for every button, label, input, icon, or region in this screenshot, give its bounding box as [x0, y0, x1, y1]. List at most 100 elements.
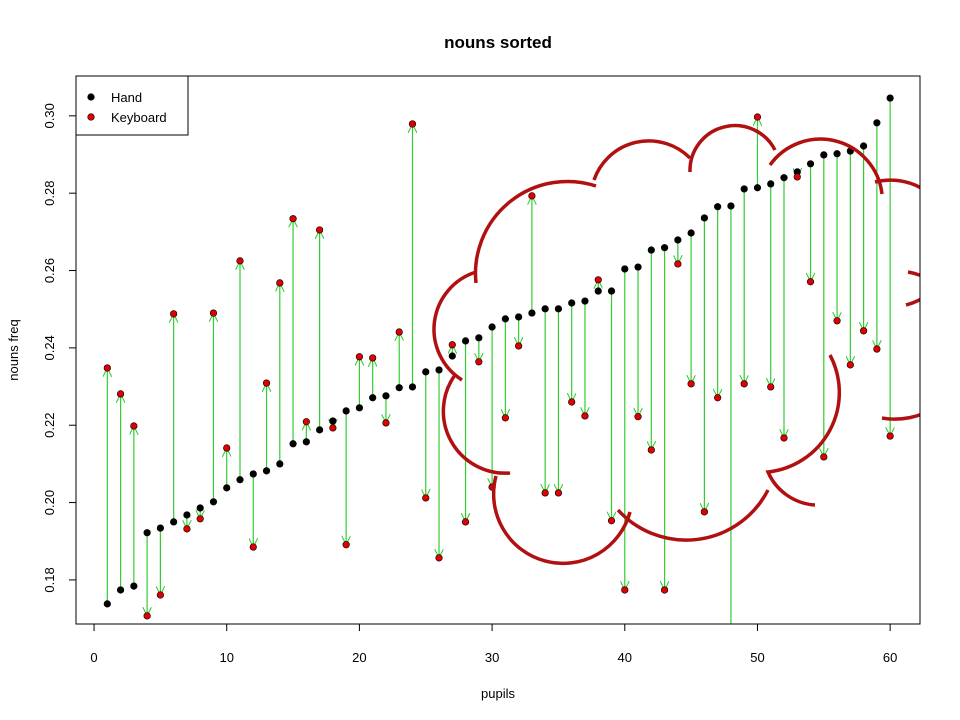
point — [820, 453, 828, 461]
legend: Hand Keyboard — [75, 75, 189, 136]
point — [568, 299, 576, 307]
point — [289, 215, 297, 223]
point — [223, 444, 231, 452]
y-tick-label: 0.20 — [42, 490, 57, 515]
point — [634, 263, 642, 271]
point — [714, 203, 722, 211]
legend-label: Keyboard — [111, 110, 167, 125]
point — [621, 586, 629, 594]
point — [528, 309, 536, 317]
point — [660, 244, 669, 252]
point — [886, 432, 894, 440]
point — [528, 192, 536, 200]
point — [634, 413, 642, 421]
point — [262, 467, 271, 475]
point — [461, 518, 470, 526]
point — [780, 174, 788, 182]
point — [369, 394, 377, 402]
point — [276, 460, 284, 468]
cloud-drawing — [432, 123, 920, 566]
x-axis-label: pupils — [481, 686, 515, 701]
legend-label: Hand — [111, 90, 142, 105]
point — [594, 276, 602, 284]
point — [873, 119, 881, 127]
point — [687, 229, 695, 237]
point — [873, 345, 881, 353]
x-tick-label: 20 — [352, 650, 366, 665]
point — [422, 368, 430, 376]
cloud-arc — [441, 373, 511, 475]
point — [860, 142, 868, 150]
point — [196, 515, 204, 523]
point — [674, 260, 682, 268]
point — [767, 180, 775, 188]
point — [660, 586, 669, 594]
point — [448, 352, 456, 360]
point — [647, 246, 655, 254]
point — [302, 438, 310, 446]
point — [329, 424, 337, 432]
point — [753, 184, 762, 192]
point — [515, 342, 523, 350]
point — [342, 541, 350, 549]
point — [435, 554, 443, 562]
cloud-arc — [473, 179, 597, 284]
point — [170, 518, 178, 526]
point — [329, 417, 337, 425]
cloud-arc — [874, 178, 920, 307]
point — [607, 517, 616, 525]
point — [116, 390, 125, 398]
point — [422, 494, 430, 502]
point — [236, 476, 244, 484]
legend-box — [75, 75, 189, 136]
point — [581, 412, 589, 420]
cloud-arc — [768, 137, 884, 195]
point — [740, 185, 748, 193]
point — [740, 380, 748, 388]
point — [475, 358, 483, 366]
point — [607, 287, 616, 295]
cloud-arc — [881, 270, 920, 421]
x-tick-label: 10 — [219, 650, 233, 665]
point — [395, 384, 403, 392]
point — [156, 591, 164, 599]
point — [554, 489, 563, 497]
point — [488, 323, 496, 331]
point — [223, 484, 231, 492]
x-tick-label: 60 — [883, 650, 897, 665]
point — [236, 257, 244, 265]
point — [355, 404, 364, 412]
point — [408, 383, 417, 391]
point — [369, 354, 377, 362]
point — [793, 173, 801, 181]
point — [674, 236, 682, 244]
point — [687, 380, 695, 388]
point — [833, 150, 841, 158]
legend-marker — [87, 113, 95, 121]
legend-marker — [87, 93, 95, 101]
point — [700, 214, 708, 222]
point — [355, 353, 364, 361]
point — [302, 418, 310, 426]
cloud-arc — [688, 123, 777, 173]
cloud-arc — [616, 489, 770, 542]
point — [647, 446, 655, 454]
point — [727, 202, 735, 210]
plot-frame — [75, 75, 921, 625]
point — [806, 278, 815, 286]
point — [501, 414, 509, 422]
point — [475, 334, 483, 342]
point — [103, 364, 111, 372]
point — [700, 508, 708, 516]
point — [209, 498, 218, 506]
point — [103, 600, 111, 608]
point — [886, 94, 894, 102]
y-tick-label: 0.28 — [42, 181, 57, 206]
point — [408, 120, 417, 128]
point — [382, 419, 390, 427]
cloud-arc — [765, 354, 842, 507]
point — [276, 279, 284, 287]
point — [820, 151, 828, 159]
x-tick-label: 30 — [485, 650, 499, 665]
